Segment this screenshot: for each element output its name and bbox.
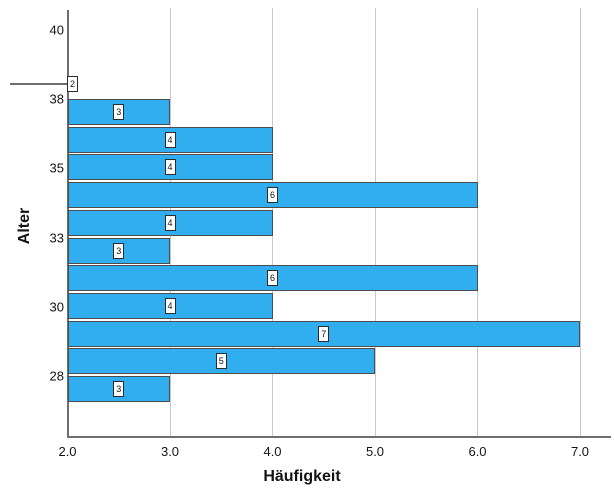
zero-width-bar-line xyxy=(10,83,67,86)
bar-value-label: 4 xyxy=(164,159,176,176)
gridline xyxy=(477,8,478,437)
bar-value-label: 4 xyxy=(164,131,176,148)
bar-value-label: 3 xyxy=(113,104,125,120)
y-tick-label: 40 xyxy=(49,22,64,38)
bar-value-label: 4 xyxy=(164,297,176,314)
x-tick-label: 6.0 xyxy=(468,444,487,459)
gridline xyxy=(272,8,273,437)
gridline xyxy=(579,8,581,437)
bar-value-label: 4 xyxy=(164,214,176,231)
y-tick-label: 35 xyxy=(49,160,64,176)
bar-value-label: 3 xyxy=(113,381,125,397)
x-tick-label: 5.0 xyxy=(365,444,385,459)
y-tick-label: 33 xyxy=(49,230,64,246)
x-axis-title: Häufigkeit xyxy=(263,468,341,485)
bar-value-label: 6 xyxy=(267,270,278,287)
x-axis-line xyxy=(67,436,611,438)
x-tick-label: 2.0 xyxy=(58,444,77,459)
y-tick-label: 38 xyxy=(49,91,64,107)
bar-value-label: 3 xyxy=(113,242,125,259)
bar-value-label: 5 xyxy=(215,353,227,370)
bar-value-label: 7 xyxy=(318,325,330,342)
y-tick-label: 30 xyxy=(49,299,64,315)
bar-value-label: 6 xyxy=(267,187,278,204)
x-tick-label: 3.0 xyxy=(160,444,180,459)
bar xyxy=(68,292,273,319)
x-tick-label: 4.0 xyxy=(263,444,282,459)
bar-value-label: 2 xyxy=(67,76,78,93)
x-tick-label: 7.0 xyxy=(570,444,590,459)
gridline xyxy=(374,8,376,437)
y-tick-label: 28 xyxy=(49,368,64,384)
